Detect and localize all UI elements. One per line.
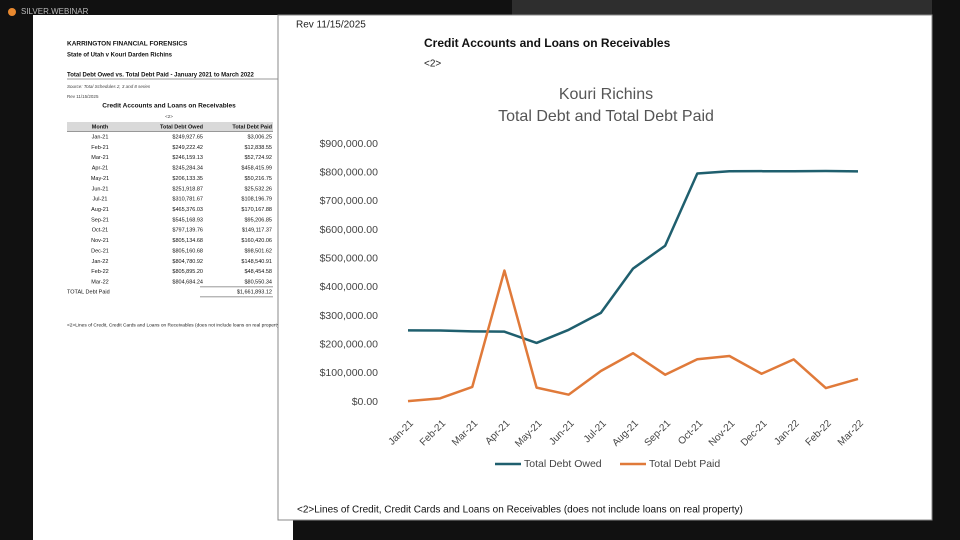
table-cell: $804,780.92 <box>172 259 203 265</box>
table-cell: $12,838.55 <box>244 145 272 151</box>
y-tick-label: $600,000.00 <box>320 224 379 236</box>
table-cell: Apr-21 <box>92 166 109 172</box>
table-cell: Dec-21 <box>91 248 109 254</box>
top-strip <box>512 0 932 16</box>
table-cell: $3,006.25 <box>248 134 272 140</box>
table-cell: Jan-21 <box>92 134 109 140</box>
slide-panel <box>277 14 933 521</box>
y-tick-label: $0.00 <box>352 396 378 408</box>
table-cell: Jun-21 <box>92 186 109 192</box>
table-cell: $458,415.99 <box>241 166 272 172</box>
doc-revision: Rev 11/15/2025 <box>67 94 99 99</box>
y-tick-label: $400,000.00 <box>320 281 379 293</box>
table-cell: $50,216.75 <box>244 176 272 182</box>
table-cell: $249,222.42 <box>172 145 203 151</box>
document-page <box>33 15 293 540</box>
table-cell: Jan-22 <box>92 259 109 265</box>
table-cell: $245,284.34 <box>172 166 203 172</box>
table-cell: Nov-21 <box>91 238 109 244</box>
doc-source: Source: Total Schedules 2, 3 and 8 serie… <box>67 84 151 89</box>
y-tick-label: $700,000.00 <box>320 195 379 207</box>
chart-title: Kouri Richins <box>559 86 653 103</box>
table-cell: $545,168.93 <box>172 217 203 223</box>
table-cell: Aug-21 <box>91 207 109 213</box>
slide-heading: Credit Accounts and Loans on Receivables <box>424 36 671 50</box>
table-cell: Feb-21 <box>91 145 108 151</box>
table-cell: Sep-21 <box>91 217 109 223</box>
table-header-cell: Total Debt Owed <box>160 124 203 130</box>
status-dot <box>8 8 16 16</box>
slide-note-ref: <2> <box>424 59 441 70</box>
table-cell: Jul-21 <box>93 197 108 203</box>
table-header-cell: Month <box>92 124 109 130</box>
series-line <box>407 269 859 403</box>
table-total-label: TOTAL Debt Paid <box>67 289 110 295</box>
table-header-cell: Total Debt Paid <box>232 124 272 130</box>
series-line <box>407 169 859 345</box>
doc-firm: KARRINGTON FINANCIAL FORENSICS <box>67 41 188 48</box>
legend-label: Total Debt Owed <box>524 458 602 470</box>
table-cell: $804,684.24 <box>172 279 203 285</box>
y-tick-label: $900,000.00 <box>320 138 379 150</box>
table-cell: $25,532.26 <box>244 186 272 192</box>
table-cell: $148,540.91 <box>241 259 272 265</box>
table-cell: Feb-22 <box>91 269 108 275</box>
table-cell: $310,781.67 <box>172 197 203 203</box>
table-cell: $149,117.37 <box>242 228 272 234</box>
table-cell: Mar-22 <box>91 279 108 285</box>
table-cell: $465,376.03 <box>172 207 203 213</box>
table-cell: $805,134.68 <box>172 238 203 244</box>
doc-table-title: Credit Accounts and Loans on Receivables <box>102 103 236 110</box>
chart-subtitle: Total Debt and Total Debt Paid <box>498 108 714 125</box>
table-cell: May-21 <box>91 176 109 182</box>
table-cell: $206,133.35 <box>172 176 203 182</box>
doc-title: Total Debt Owed vs. Total Debt Paid - Ja… <box>67 73 254 79</box>
doc-note-ref: <2> <box>165 114 173 119</box>
table-cell: $170,167.88 <box>241 207 272 213</box>
table-cell: $805,160.68 <box>172 248 203 254</box>
y-tick-label: $500,000.00 <box>320 252 379 264</box>
y-tick-label: $300,000.00 <box>320 310 379 322</box>
app-label: SILVER.WEBINAR <box>21 7 89 16</box>
table-cell: Mar-21 <box>91 155 108 161</box>
table-cell: $95,206.85 <box>244 217 272 223</box>
y-tick-label: $800,000.00 <box>320 166 379 178</box>
table-cell: $52,724.92 <box>244 155 272 161</box>
doc-case: State of Utah v Kouri Darden Richins <box>67 53 173 59</box>
table-cell: $805,895.20 <box>172 269 203 275</box>
table-cell: $108,196.79 <box>241 197 272 203</box>
table-cell: $160,420.06 <box>241 238 272 244</box>
slide-footnote: <2>Lines of Credit, Credit Cards and Loa… <box>297 505 743 516</box>
y-tick-label: $200,000.00 <box>320 338 379 350</box>
table-cell: $249,927.65 <box>172 134 203 140</box>
table-cell: $98,501.62 <box>244 248 272 254</box>
table-cell: $251,918.87 <box>172 186 203 192</box>
legend-label: Total Debt Paid <box>649 458 720 470</box>
doc-footnote: <2>Lines of Credit, Credit Cards and Loa… <box>67 322 281 328</box>
table-header-bg <box>67 122 273 131</box>
table-cell: $246,159.13 <box>172 155 203 161</box>
table-total-value: $1,661,893.12 <box>237 289 272 295</box>
y-tick-label: $100,000.00 <box>320 367 379 379</box>
slide-revision: Rev 11/15/2025 <box>296 20 366 31</box>
table-cell: $48,454.58 <box>244 269 272 275</box>
table-cell: Oct-21 <box>92 228 109 234</box>
table-cell: $80,550.34 <box>244 279 272 285</box>
table-cell: $797,139.76 <box>172 228 203 234</box>
